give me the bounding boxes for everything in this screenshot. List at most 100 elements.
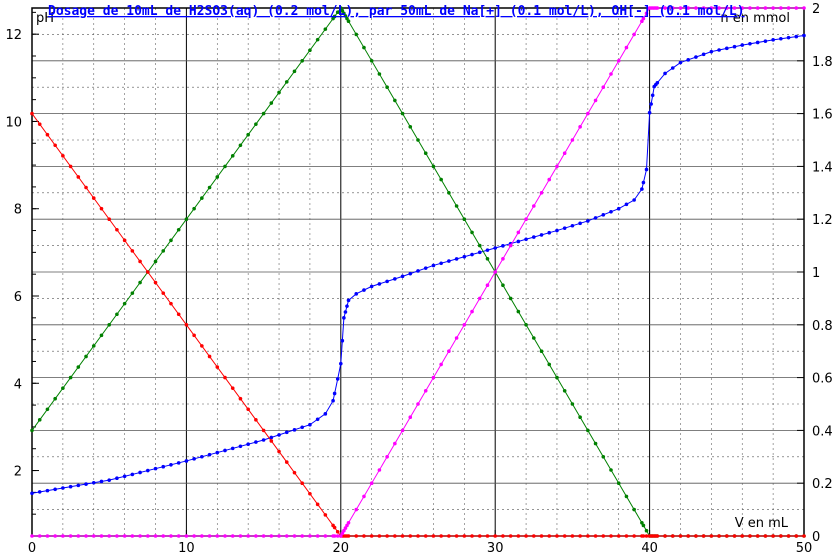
data-point	[508, 243, 513, 248]
data-point	[400, 534, 405, 538]
data-point	[315, 502, 320, 507]
data-point	[315, 534, 320, 538]
data-point	[91, 534, 96, 538]
data-point	[408, 271, 413, 276]
y-left-tick-label: 10	[5, 115, 22, 130]
data-point	[122, 238, 127, 243]
data-point	[215, 365, 220, 369]
data-point	[717, 48, 721, 52]
data-point	[694, 534, 698, 538]
data-point	[644, 167, 649, 172]
data-point	[771, 534, 775, 538]
data-point	[45, 534, 50, 538]
data-point	[223, 375, 227, 380]
data-point	[385, 534, 389, 538]
data-point	[84, 354, 88, 359]
data-point	[269, 101, 274, 105]
data-point	[454, 204, 459, 208]
data-point	[354, 32, 359, 37]
data-point	[802, 33, 806, 38]
data-point	[802, 534, 806, 538]
data-point	[115, 227, 119, 232]
data-point	[362, 288, 366, 292]
data-point	[342, 11, 346, 16]
data-point	[339, 6, 343, 10]
data-point	[84, 482, 88, 486]
data-point	[223, 448, 227, 453]
data-point	[335, 529, 340, 534]
data-point	[485, 283, 490, 288]
data-point	[609, 72, 613, 76]
data-point	[400, 428, 405, 433]
data-point	[315, 417, 320, 422]
data-point	[215, 175, 220, 179]
data-point	[300, 425, 305, 430]
data-point	[740, 534, 745, 538]
data-point	[593, 216, 598, 220]
y-right-tick-label: 1.6	[812, 108, 833, 123]
data-point	[45, 132, 50, 137]
data-point	[342, 316, 346, 320]
data-point	[277, 534, 281, 538]
data-point	[609, 534, 613, 538]
data-point	[254, 440, 258, 444]
data-point	[300, 534, 305, 538]
data-point	[686, 534, 690, 538]
data-point	[377, 72, 382, 76]
data-point	[343, 310, 348, 314]
data-point	[45, 488, 50, 493]
data-point	[470, 230, 474, 235]
data-point	[416, 138, 420, 142]
data-point	[601, 213, 606, 217]
data-point	[385, 279, 389, 284]
data-point	[755, 6, 760, 10]
data-point	[539, 349, 544, 354]
data-point	[562, 151, 567, 155]
data-point	[609, 209, 613, 214]
data-point	[362, 494, 366, 499]
data-point	[138, 470, 142, 475]
data-point	[269, 534, 274, 538]
data-point	[130, 472, 135, 477]
data-point	[578, 125, 582, 129]
data-point	[717, 6, 721, 10]
data-point	[624, 534, 629, 538]
data-point	[176, 461, 181, 465]
data-point	[632, 198, 636, 202]
data-point	[30, 534, 34, 538]
data-point	[107, 534, 111, 538]
data-point	[740, 43, 745, 47]
data-point	[501, 283, 505, 288]
data-point	[771, 6, 775, 10]
data-point	[578, 415, 582, 420]
data-point	[524, 217, 528, 221]
data-point	[431, 375, 436, 380]
data-point	[493, 270, 498, 274]
data-point	[393, 277, 397, 281]
data-point	[663, 71, 667, 76]
data-point	[68, 164, 73, 169]
data-point	[493, 534, 498, 538]
data-point	[616, 206, 621, 211]
y-right-tick-label: 2	[812, 2, 820, 17]
y-right-tick-label: 0.8	[812, 319, 833, 334]
data-point	[207, 354, 212, 359]
y-right-tick-label: 1.8	[812, 55, 833, 70]
y-left-tick-label: 8	[14, 203, 22, 218]
data-point	[292, 534, 297, 538]
data-point	[107, 217, 111, 221]
data-point	[524, 323, 528, 327]
data-point	[701, 6, 706, 10]
data-point	[641, 523, 646, 528]
data-point	[238, 143, 243, 148]
data-point	[30, 111, 34, 116]
data-point	[377, 282, 382, 286]
y-right-tick-label: 0	[812, 530, 820, 545]
data-point	[153, 466, 158, 471]
data-point	[462, 323, 467, 327]
data-point	[470, 534, 474, 538]
data-point	[470, 309, 474, 314]
data-point	[284, 430, 289, 435]
data-point	[335, 377, 340, 381]
y-right-tick-label: 1.2	[812, 213, 833, 228]
